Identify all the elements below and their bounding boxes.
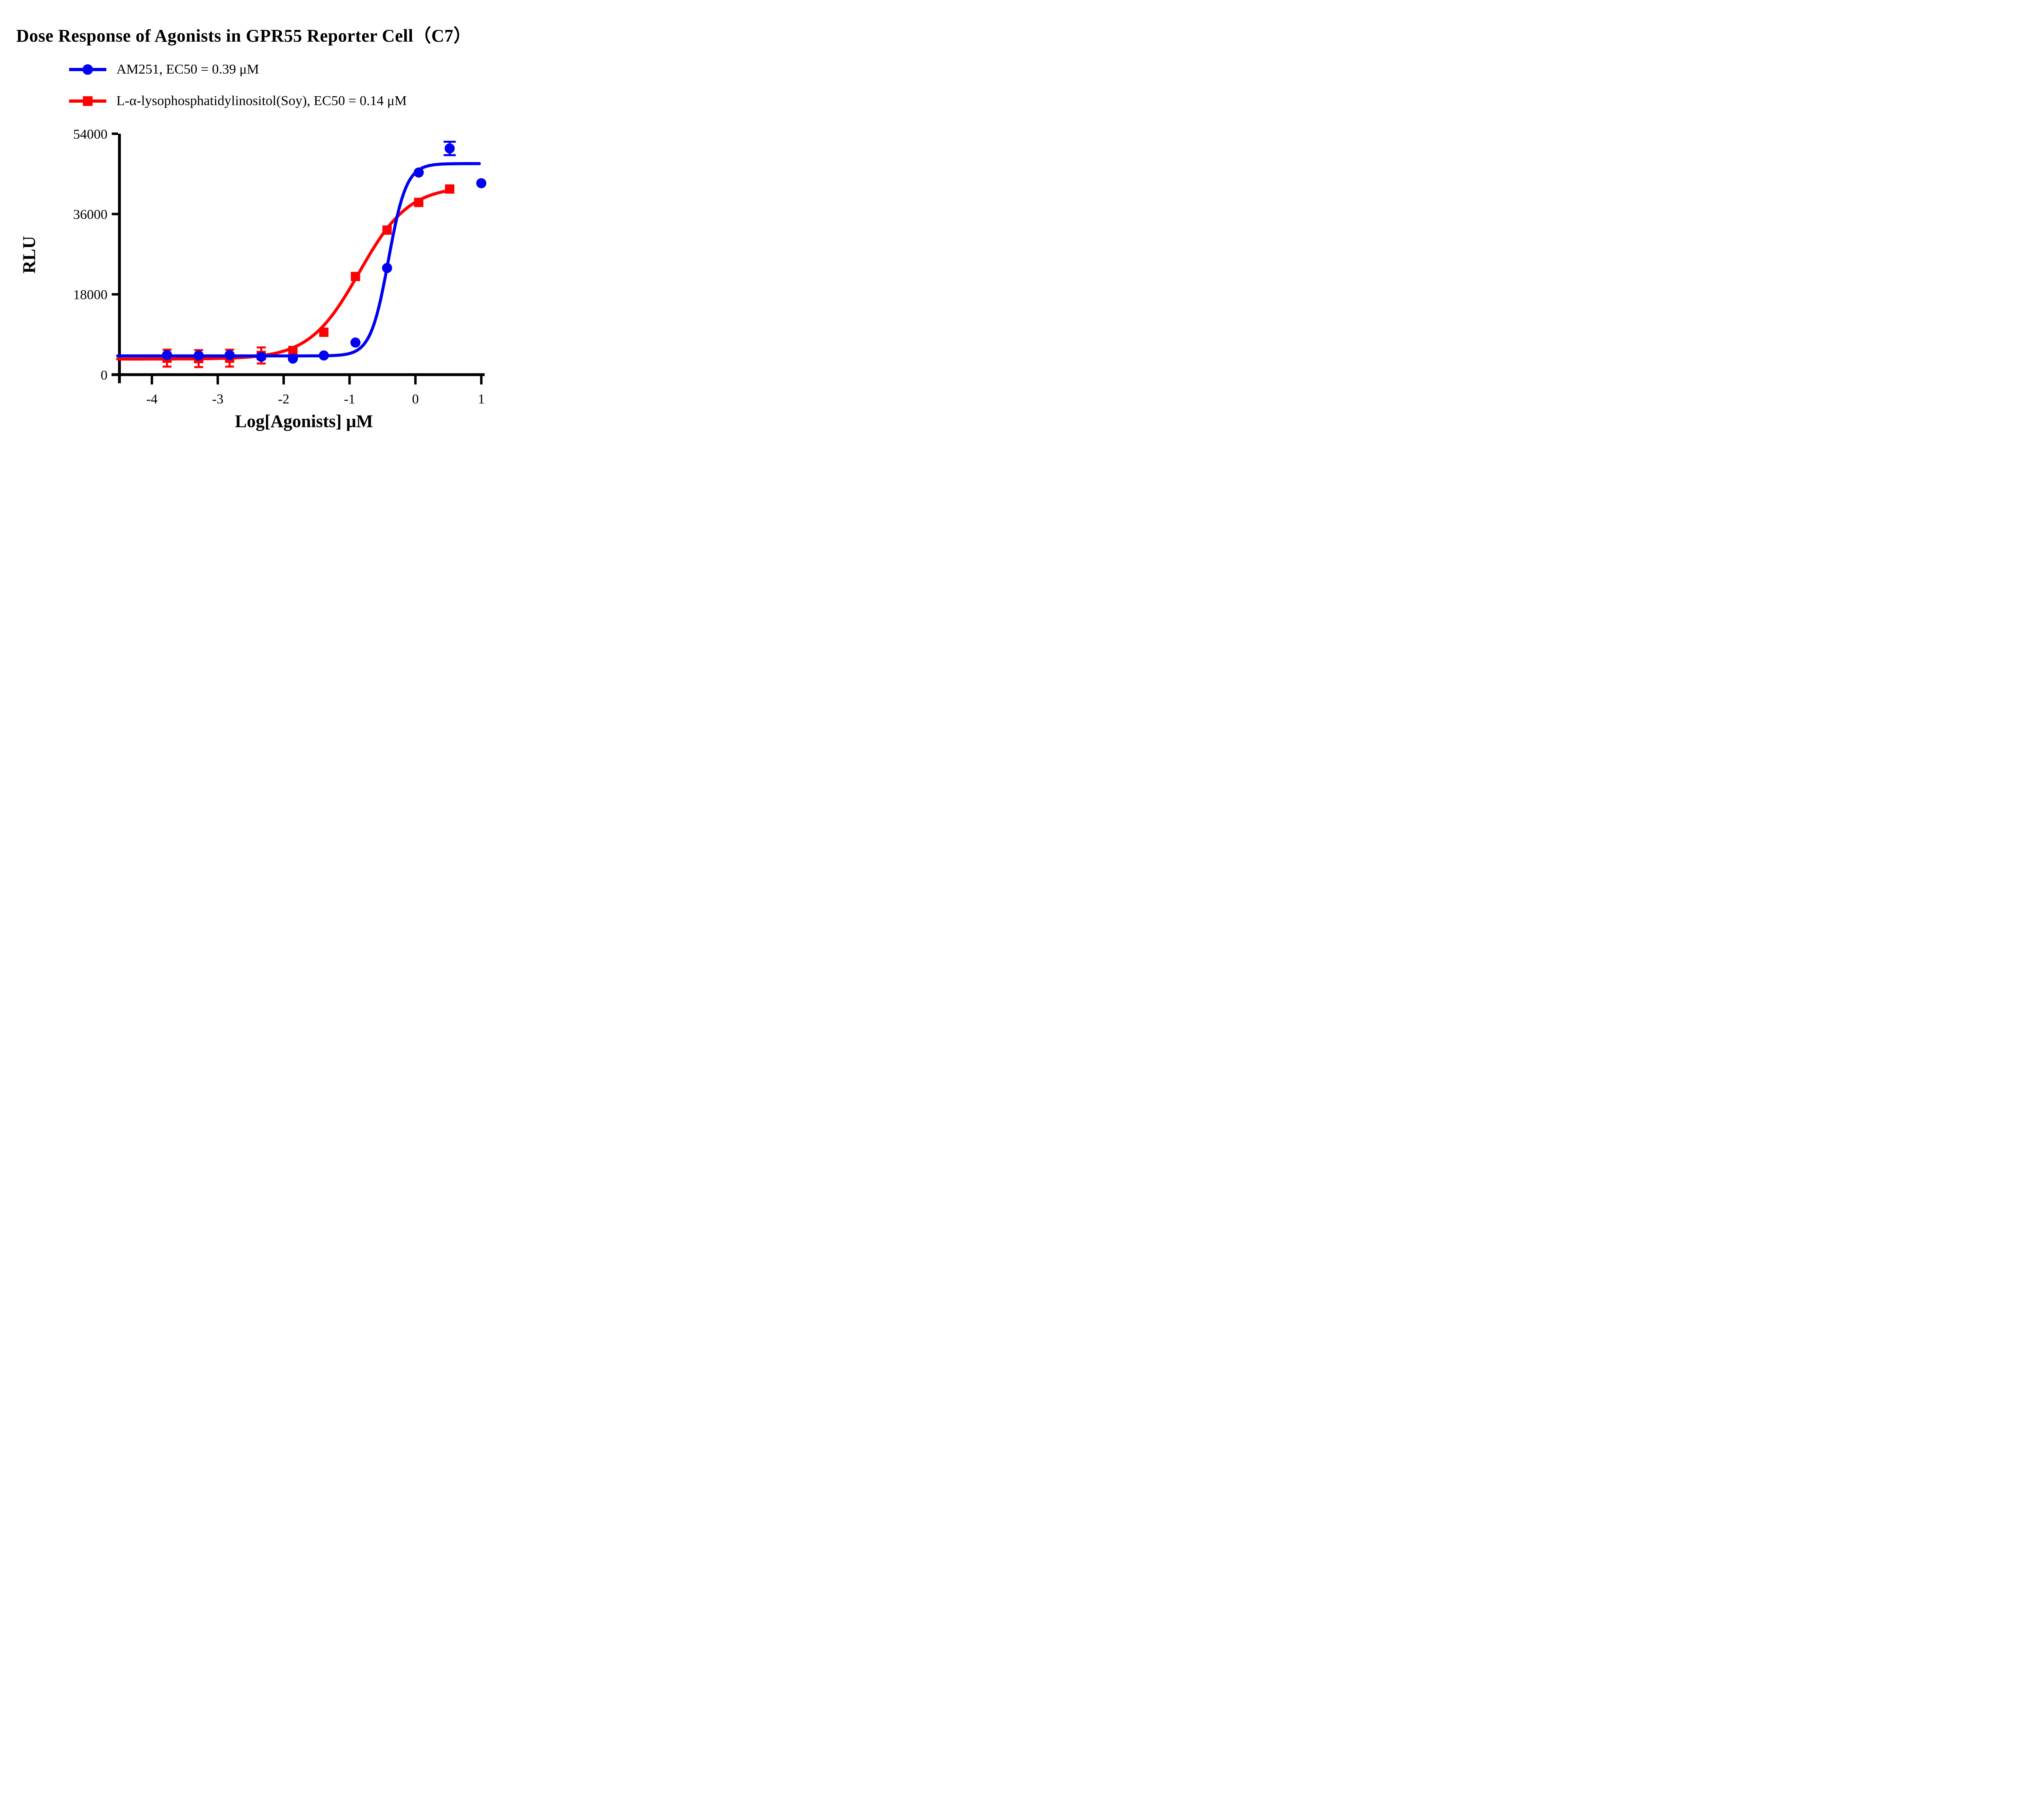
data-point-lpi (414, 198, 424, 207)
x-tick-label--1: -1 (344, 392, 355, 407)
legend: AM251, EC50 = 0.39 μM L-α-lysophosphatid… (69, 61, 407, 110)
y-tick-label-18000: 18000 (73, 287, 108, 302)
data-point-am251 (288, 353, 298, 364)
dose-response-figure: Dose Response of Agonists in GPR55 Repor… (0, 0, 598, 455)
data-point-am251 (382, 263, 392, 273)
data-point-am251 (476, 178, 487, 188)
data-point-am251 (224, 350, 235, 360)
legend-label: L-α-lysophosphatidylinositol(Soy), EC50 … (116, 93, 407, 108)
page-title: Dose Response of Agonists in GPR55 Repor… (16, 26, 472, 46)
fit-curve-lpi (116, 189, 451, 361)
x-axis-title: Log[Agonists] μM (235, 411, 373, 431)
data-point-am251 (193, 350, 204, 361)
x-tick-label-0: 0 (412, 392, 419, 407)
data-point-am251 (350, 337, 361, 348)
plot-area: 0 18000 36000 54000 -4 -3 -2 -1 0 1 (73, 127, 487, 407)
y-tick-label-36000: 36000 (73, 207, 108, 222)
legend-label: AM251, EC50 = 0.39 μM (116, 62, 259, 77)
y-tick-label-54000: 54000 (73, 127, 108, 142)
data-point-am251 (445, 143, 455, 154)
data-point-lpi (350, 272, 360, 281)
x-tick-label-1: 1 (478, 392, 485, 407)
square-marker-icon (69, 96, 106, 106)
legend-item-lpi: L-α-lysophosphatidylinositol(Soy), EC50 … (69, 92, 407, 110)
x-tick-label--2: -2 (278, 392, 289, 407)
legend-item-am251: AM251, EC50 = 0.39 μM (69, 61, 407, 78)
data-point-lpi (382, 225, 392, 235)
y-tick-label-0: 0 (101, 368, 108, 383)
data-point-am251 (319, 350, 329, 361)
data-point-am251 (162, 350, 172, 360)
x-tick-label--3: -3 (212, 392, 224, 407)
data-point-lpi (445, 184, 455, 194)
data-point-lpi (319, 327, 329, 337)
circle-marker-icon (69, 64, 106, 75)
data-point-am251 (256, 352, 266, 362)
data-point-am251 (413, 167, 424, 178)
x-tick-label--4: -4 (146, 392, 158, 407)
data-point-lpi (288, 346, 298, 355)
fit-curve-am251 (116, 162, 481, 358)
